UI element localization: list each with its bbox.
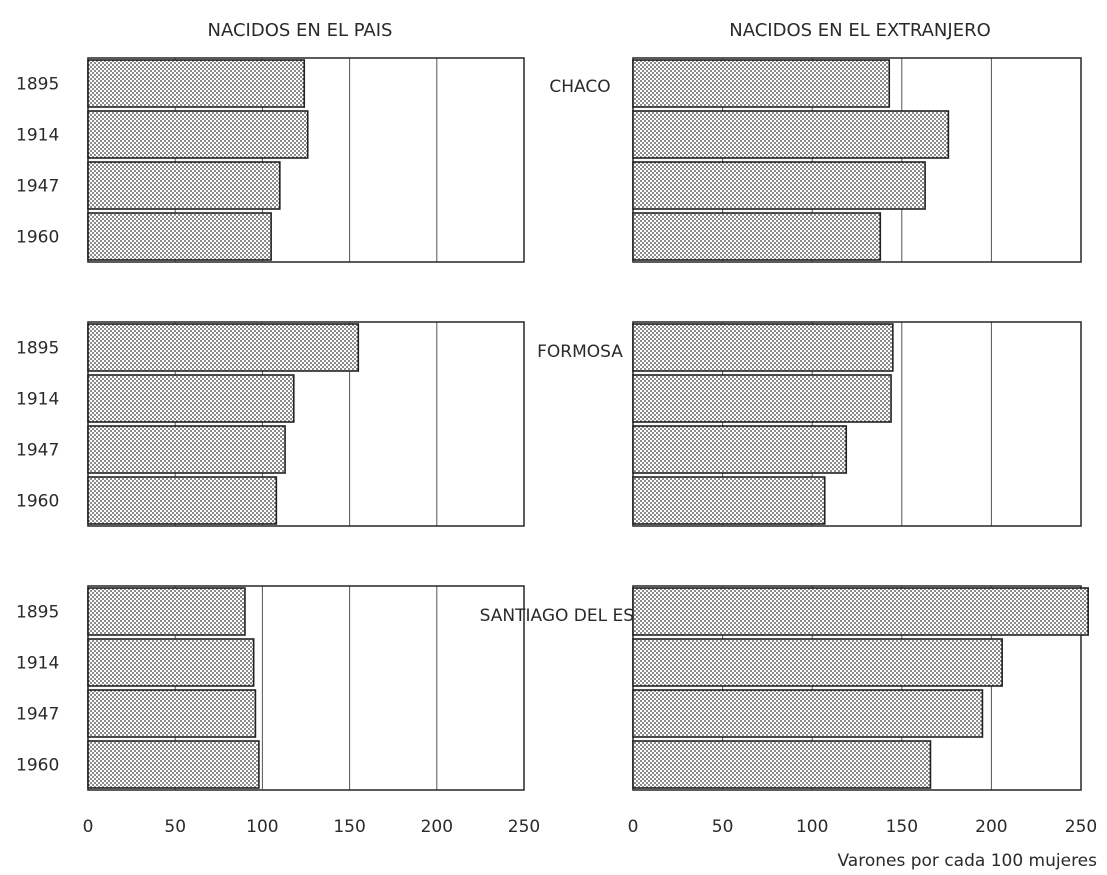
panel-frame — [632, 585, 1082, 791]
x-tick-label: 50 — [164, 817, 186, 837]
bar-1947 — [632, 425, 848, 474]
panel-frame — [632, 321, 1082, 527]
year-label-1960: 1960 — [16, 492, 59, 512]
bar-1914 — [87, 374, 295, 423]
year-label-1947: 1947 — [16, 705, 59, 725]
panel-frame — [632, 57, 1082, 263]
x-tick-label: 100 — [246, 817, 278, 837]
province-label-chaco: CHACO — [549, 77, 610, 97]
bar-1914 — [87, 638, 255, 687]
bar-1895 — [632, 587, 1089, 636]
bar-1895 — [632, 59, 891, 108]
bar-1895 — [87, 59, 306, 108]
bar-1895 — [87, 323, 360, 372]
bar-1960 — [632, 740, 932, 789]
panel-santiago-del-estero-extranjero: 0 50 100 150 200 250 — [628, 585, 1097, 837]
panel-chaco-pais: 1895 1914 1947 1960 — [16, 57, 525, 263]
bar-1914 — [87, 110, 309, 159]
bar-1895 — [87, 587, 246, 636]
panel-chaco-extranjero — [632, 57, 1082, 263]
panel-frame — [87, 585, 525, 791]
bar-1947 — [87, 161, 281, 210]
bar-1947 — [632, 161, 926, 210]
year-label-1960: 1960 — [16, 756, 59, 776]
x-tick-label: 250 — [1065, 817, 1097, 837]
header-right: NACIDOS EN EL EXTRANJERO — [729, 20, 991, 41]
bar-1947 — [87, 689, 257, 738]
bar-1914 — [632, 374, 892, 423]
year-label-1947: 1947 — [16, 441, 59, 461]
province-label-formosa: FORMOSA — [537, 342, 623, 362]
x-tick-label: 200 — [421, 817, 453, 837]
header-left: NACIDOS EN EL PAIS — [208, 20, 393, 41]
x-tick-label: 0 — [83, 817, 94, 837]
x-tick-label: 150 — [886, 817, 918, 837]
x-tick-label: 100 — [796, 817, 828, 837]
bar-1914 — [632, 638, 1003, 687]
bar-1960 — [87, 476, 278, 525]
year-label-1914: 1914 — [16, 654, 59, 674]
year-label-1895: 1895 — [16, 75, 59, 95]
bar-1947 — [87, 425, 286, 474]
x-tick-label: 0 — [628, 817, 639, 837]
year-label-1914: 1914 — [16, 126, 59, 146]
bar-1914 — [632, 110, 950, 159]
x-tick-label: 250 — [508, 817, 540, 837]
panel-frame — [87, 321, 525, 527]
axis-note: Varones por cada 100 mujeres — [838, 851, 1098, 871]
year-label-1914: 1914 — [16, 390, 59, 410]
x-tick-label: 150 — [333, 817, 365, 837]
province-label-santiago-del-estero: SANTIAGO DEL ESTERO — [480, 606, 681, 626]
x-tick-label: 200 — [975, 817, 1007, 837]
bar-1960 — [87, 740, 260, 789]
year-label-1960: 1960 — [16, 228, 59, 248]
bar-1960 — [632, 212, 882, 261]
bar-1895 — [632, 323, 894, 372]
bar-1960 — [632, 476, 826, 525]
bar-1960 — [87, 212, 272, 261]
panel-formosa-extranjero — [632, 321, 1082, 527]
year-label-1895: 1895 — [16, 603, 59, 623]
x-tick-label: 50 — [712, 817, 734, 837]
panel-santiago-del-estero-pais: 1895 1914 1947 1960 0 50 100 150 200 250 — [16, 585, 540, 837]
panel-frame — [87, 57, 525, 263]
year-label-1895: 1895 — [16, 339, 59, 359]
bar-1947 — [632, 689, 984, 738]
panel-formosa-pais: 1895 1914 1947 1960 — [16, 321, 525, 527]
year-label-1947: 1947 — [16, 177, 59, 197]
